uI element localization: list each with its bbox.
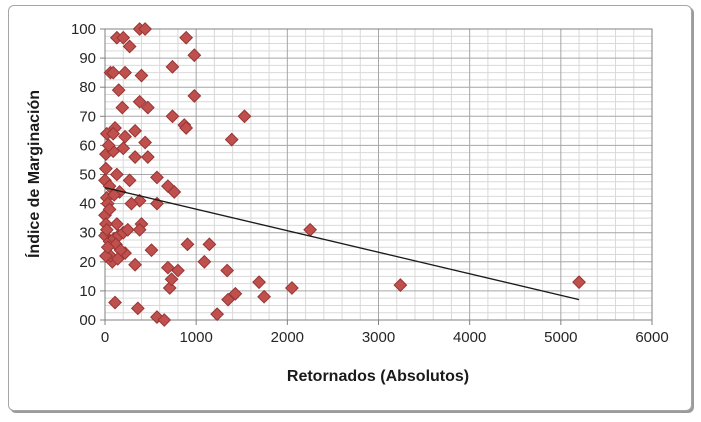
data-point (221, 292, 235, 307)
data-point (164, 272, 179, 287)
y-tick-label: 100 (71, 21, 96, 38)
data-point (140, 100, 155, 115)
data-point (165, 59, 180, 74)
data-point (110, 251, 125, 266)
data-point (572, 275, 586, 290)
x-tick-label: 0 (101, 329, 109, 346)
data-point (393, 278, 408, 292)
data-point (116, 141, 131, 156)
data-point (257, 289, 271, 304)
data-point (124, 196, 139, 211)
data-point (150, 170, 164, 185)
data-point (99, 222, 114, 237)
data-point (150, 310, 164, 324)
data-point (122, 173, 137, 188)
y-tick-label: 90 (79, 50, 96, 67)
data-point (140, 150, 155, 164)
x-tick-label: 4000 (453, 329, 486, 346)
data-point (228, 286, 243, 301)
data-point (157, 313, 172, 327)
x-tick-label: 1000 (179, 329, 212, 346)
x-tick-label: 3000 (362, 329, 395, 346)
data-point (144, 243, 159, 258)
data-point (160, 260, 175, 275)
data-point (224, 132, 239, 147)
data-point (116, 30, 131, 45)
y-tick-label: 60 (79, 137, 96, 154)
data-point (237, 109, 252, 124)
x-axis-title: Retornados (Absolutos) (286, 368, 470, 385)
data-point (179, 121, 194, 135)
y-tick-label: 30 (79, 225, 96, 242)
data-point (118, 65, 132, 80)
data-point (122, 39, 137, 54)
data-point (167, 185, 182, 199)
data-point (187, 48, 202, 63)
data-point (111, 83, 126, 98)
y-tick-labels: 00 10 20 30 40 50 60 70 80 90 100 (71, 21, 96, 329)
y-axis-title: Índice de Marginación (26, 89, 43, 259)
x-tick-label: 6000 (635, 329, 668, 346)
y-tick-label: 10 (79, 283, 96, 300)
data-points (98, 22, 586, 327)
data-point (99, 161, 113, 176)
y-tick-label: 50 (79, 167, 96, 184)
data-point (180, 237, 195, 252)
data-point (115, 100, 130, 115)
data-point (138, 135, 153, 150)
data-point (210, 307, 225, 322)
data-point (171, 263, 185, 278)
trend-line (104, 186, 580, 301)
data-point (202, 237, 217, 252)
data-point (130, 301, 145, 316)
data-point (220, 263, 235, 278)
x-tick-labels: 0 1000 2000 3000 4000 5000 6000 (101, 329, 669, 346)
data-point (106, 126, 121, 141)
data-point (106, 65, 121, 80)
y-tick-label: 40 (79, 196, 96, 213)
data-point (128, 257, 142, 272)
x-tick-label: 5000 (544, 329, 577, 346)
data-point (108, 295, 122, 310)
data-point (118, 129, 132, 144)
data-point (132, 222, 147, 237)
data-point (284, 281, 299, 295)
y-tick-label: 20 (79, 254, 96, 271)
y-tick-label: 00 (79, 312, 96, 329)
data-point (100, 240, 115, 255)
data-point (197, 254, 212, 269)
data-point (107, 187, 122, 202)
data-point (99, 249, 113, 263)
data-point (138, 22, 153, 36)
tick-marks (100, 28, 653, 325)
data-point (128, 123, 142, 138)
x-tick-label: 2000 (271, 329, 304, 346)
data-point (187, 89, 202, 103)
data-point (132, 193, 147, 208)
data-point (165, 109, 180, 124)
y-tick-label: 80 (79, 79, 96, 96)
data-point (109, 167, 124, 182)
data-point (109, 217, 124, 231)
data-point (132, 94, 147, 109)
data-point (128, 150, 142, 164)
data-point (134, 68, 149, 83)
data-point (252, 275, 266, 290)
data-point (102, 202, 117, 217)
data-point (150, 196, 164, 211)
data-point (120, 222, 135, 237)
data-point (179, 30, 194, 45)
data-point (101, 138, 116, 153)
y-tick-label: 70 (79, 108, 96, 125)
